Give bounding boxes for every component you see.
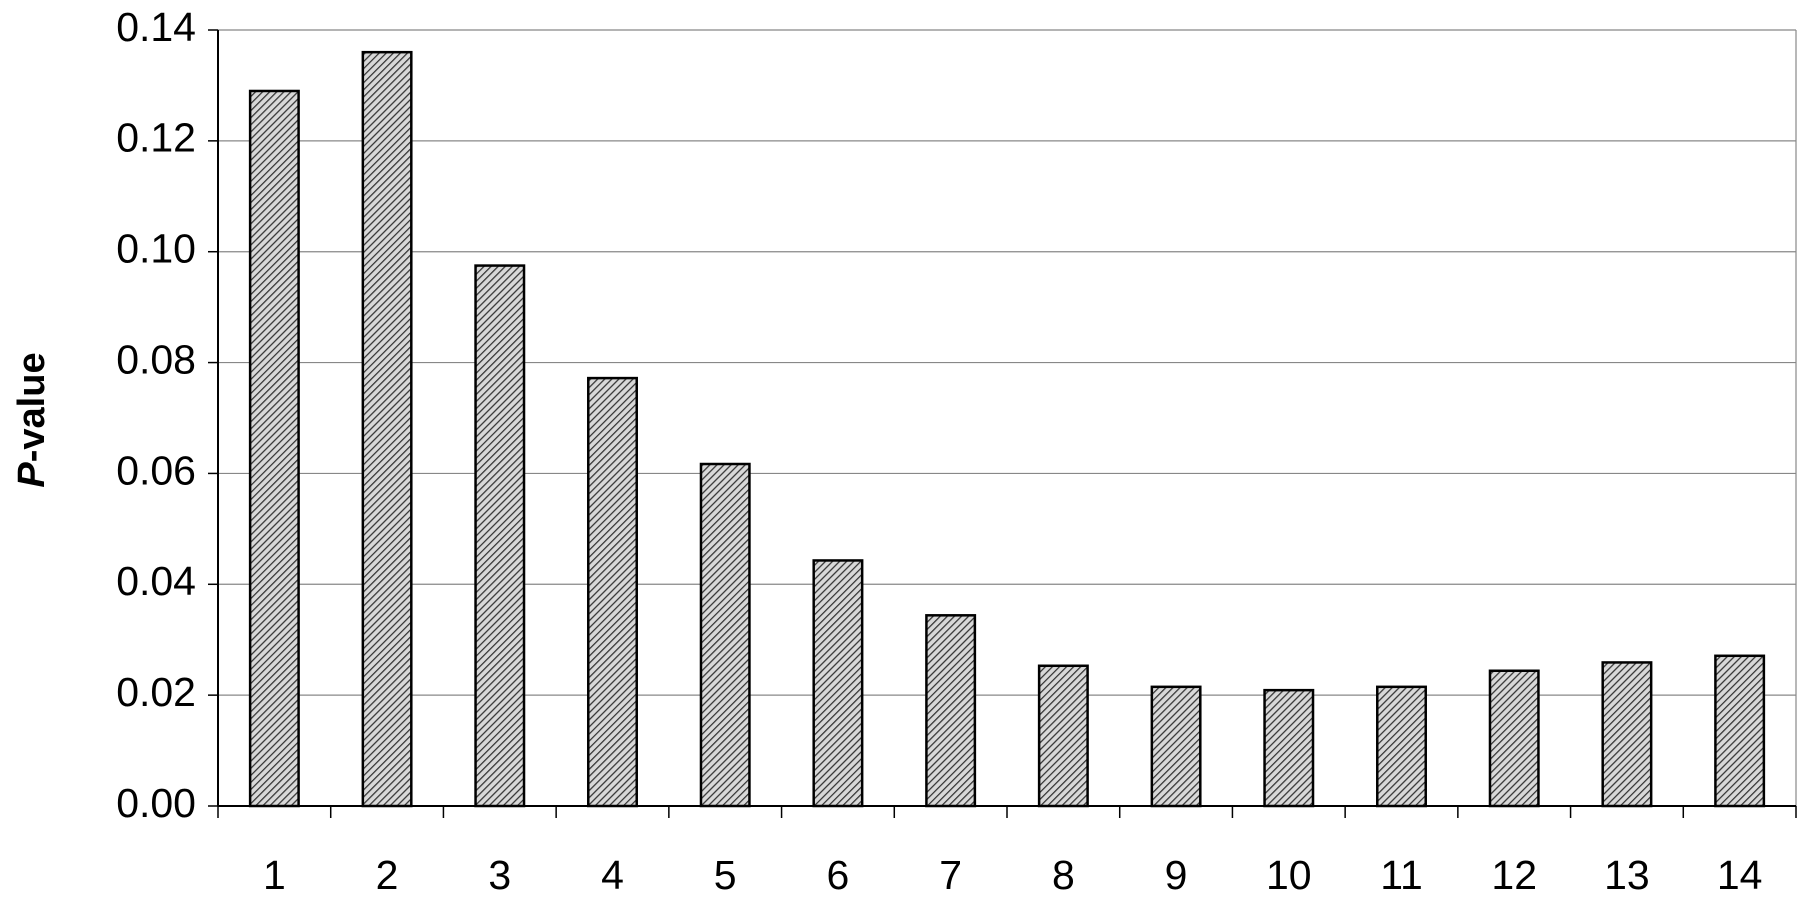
bar [1488,669,1540,808]
bar [1376,685,1427,808]
x-tick-label: 4 [601,852,624,898]
bar [587,376,638,808]
y-tick-label: 0.00 [116,780,196,826]
x-tick-label: 12 [1491,852,1537,898]
bar [361,50,413,808]
y-tick-label: 0.08 [116,336,196,382]
x-tick-label: 2 [376,852,399,898]
bar [1037,664,1089,808]
x-tick-label: 14 [1717,852,1763,898]
y-tick-label: 0.02 [116,669,196,715]
y-tick-label: 0.14 [116,4,196,50]
x-tick-label: 8 [1052,852,1075,898]
bar [812,559,864,808]
bar [1714,654,1766,808]
bar [925,614,977,808]
x-tick-label: 10 [1266,852,1312,898]
x-tick-label: 1 [263,852,286,898]
y-axis-label: P-value [11,352,53,487]
bar [1150,685,1202,808]
x-tick-label: 7 [939,852,962,898]
x-tick-label: 5 [714,852,737,898]
x-tick-label: 6 [827,852,850,898]
x-tick-label: 9 [1165,852,1188,898]
bar [1601,661,1653,808]
y-tick-label: 0.12 [116,115,196,161]
x-tick-label: 13 [1604,852,1650,898]
bar [248,89,300,808]
bar [474,264,526,808]
y-tick-label: 0.04 [116,558,196,604]
y-tick-label: 0.06 [116,447,196,493]
bar [1263,688,1315,808]
x-tick-label: 11 [1380,852,1423,898]
y-tick-label: 0.10 [116,226,196,272]
x-tick-label: 3 [488,852,511,898]
bar [699,462,751,808]
